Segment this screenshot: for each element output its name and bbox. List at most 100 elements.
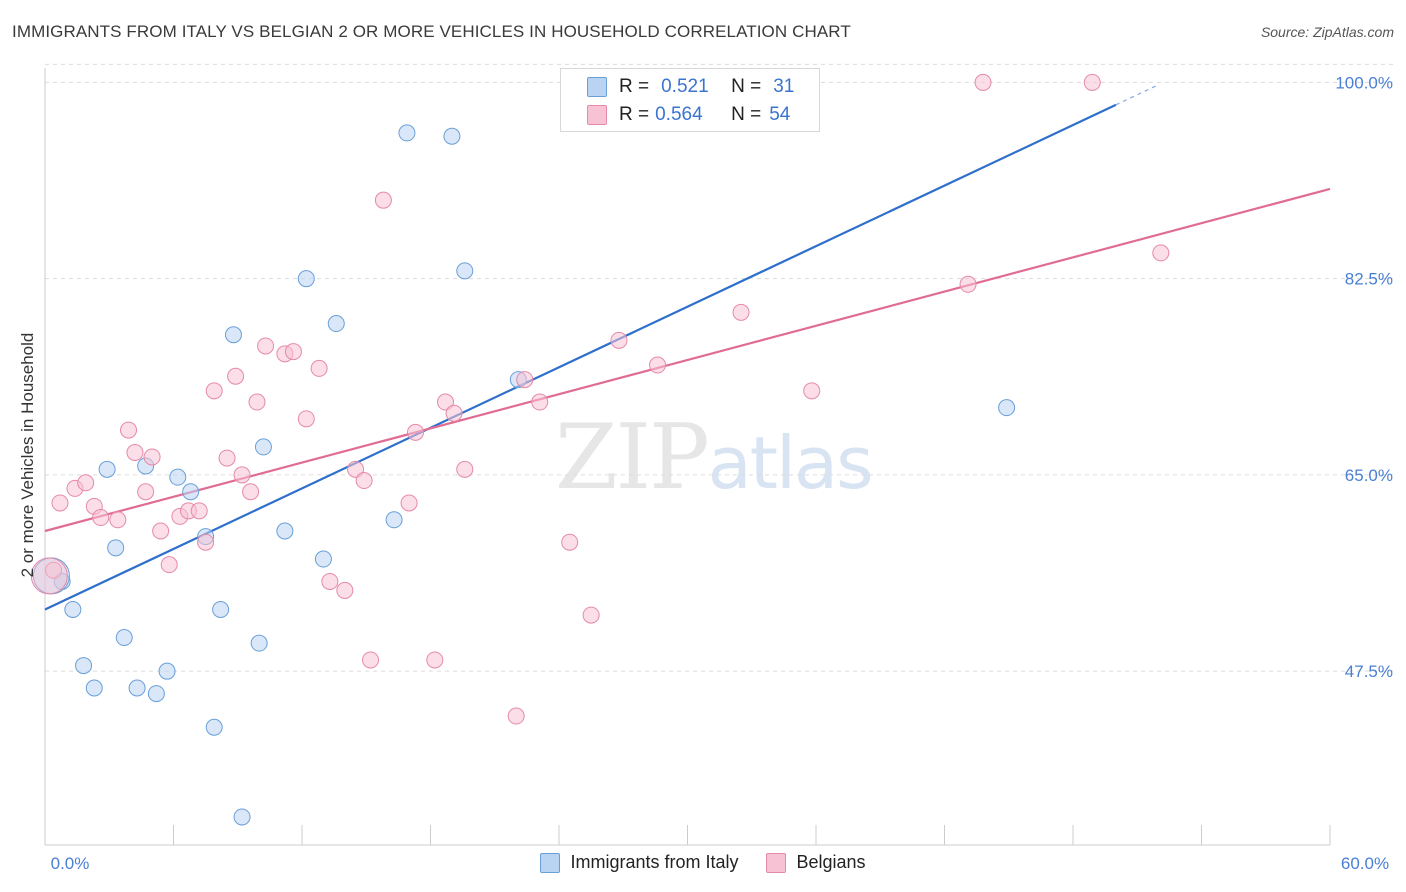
belgian-point [321, 572, 339, 590]
n-value: 31 [773, 76, 795, 97]
data-points [30, 73, 1170, 826]
belgian-point [582, 606, 600, 624]
italy-swatch [587, 77, 607, 97]
belgian-point [218, 449, 236, 467]
belgian-point [374, 191, 392, 209]
belgian-point [336, 581, 354, 599]
italy-point [456, 262, 474, 280]
italy-point [147, 685, 165, 703]
italy-point [98, 460, 116, 478]
italy-point [224, 326, 242, 344]
r-label: R = [619, 104, 650, 125]
belgian-point [51, 494, 69, 512]
italy-point [276, 522, 294, 540]
r-value: 0.564 [655, 104, 703, 125]
belgian-point [436, 393, 454, 411]
chart-title: IMMIGRANTS FROM ITALY VS BELGIAN 2 OR MO… [12, 22, 851, 41]
belgian-point [310, 359, 328, 377]
belgian-point [248, 393, 266, 411]
belgian-point [362, 651, 380, 669]
belgian-point [456, 460, 474, 478]
belgian-point [126, 444, 144, 461]
y-tick-label: 65.0% [1345, 466, 1393, 485]
belgian-point [803, 382, 821, 400]
belgian-point [407, 423, 425, 441]
italy-legend-swatch [540, 852, 561, 873]
belgian-point [355, 472, 373, 490]
trend-lines [44, 84, 1331, 611]
x-tick-label-min: 0.0% [51, 854, 90, 873]
belgian-point [516, 371, 534, 389]
italy-point [158, 662, 176, 680]
italy-point [250, 634, 268, 652]
belgian-point [732, 303, 750, 321]
n-value: 54 [769, 104, 791, 125]
belgian-point [1152, 244, 1170, 262]
belgian-point [1083, 73, 1101, 91]
legend-row-belgian: R = 0.564 N = 54 [587, 103, 790, 127]
belgian-point [561, 533, 579, 551]
belgian-point [347, 460, 365, 478]
n-label: N = [731, 104, 762, 125]
belgian-point [143, 448, 161, 466]
belgian-point [227, 367, 245, 385]
italy-point [85, 679, 103, 697]
y-axis-title: 2 or more Vehicles in Household [18, 333, 37, 578]
belgian-point [205, 382, 223, 400]
legend-label-italy: Immigrants from Italy [570, 852, 739, 872]
x-tick-label-max: 60.0% [1341, 854, 1389, 873]
belgian-point [426, 651, 444, 669]
legend-row-italy: R = 0.521 N = 31 [587, 75, 794, 99]
belgian-point [30, 557, 68, 595]
y-tick-label: 82.5% [1345, 270, 1393, 289]
belgian-point [959, 275, 977, 293]
belgian-point [257, 337, 275, 355]
legend-item-italy: Immigrants from Italy [540, 852, 738, 873]
watermark-atlas: atlas [707, 421, 874, 505]
belgian-point [197, 533, 215, 551]
italy-point [327, 315, 345, 333]
belgian-point [284, 343, 302, 361]
n-label: N = [731, 76, 762, 97]
legend-label-belgian: Belgians [796, 852, 866, 872]
belgian-point [242, 483, 260, 501]
belgian-point [649, 356, 667, 374]
italy-point [64, 601, 82, 618]
italy-point [254, 438, 272, 456]
belgian-point [445, 404, 463, 422]
belgian-point [92, 509, 110, 527]
axes [44, 68, 1331, 846]
r-label: R = [619, 76, 650, 97]
zipatlas-watermark: ZIPatlas [555, 405, 874, 510]
italy-point [385, 511, 403, 529]
belgian-swatch [587, 105, 607, 125]
belgian-point [531, 393, 549, 411]
r-value: 0.521 [661, 76, 709, 97]
italy-point [169, 468, 187, 486]
belgian-point [152, 522, 170, 540]
belgian-point [974, 73, 992, 91]
y-tick-label: 47.5% [1345, 662, 1393, 681]
grid-lines [45, 63, 1395, 672]
belgian-legend-swatch [766, 852, 787, 873]
belgian-trend-line [44, 187, 1331, 533]
italy-point [182, 483, 200, 501]
series-legend: Immigrants from Italy Belgians [0, 852, 1406, 873]
italy-point [314, 550, 332, 568]
belgian-point [160, 556, 178, 574]
italy-point [998, 399, 1016, 417]
legend-item-belgian: Belgians [766, 852, 866, 873]
axis-labels: 47.5% 65.0% 82.5% 100.0% 0.0% 60.0% 2 or more … [18, 73, 1393, 873]
belgian-point [77, 474, 95, 492]
belgian-point [297, 410, 315, 428]
source-label: Source: ZipAtlas.com [1260, 24, 1394, 40]
belgian-point [137, 483, 155, 501]
belgian-point [400, 494, 418, 512]
belgian-point [109, 511, 127, 529]
italy-point [233, 808, 251, 826]
belgian-point [45, 561, 63, 579]
italy-trend-extension [1115, 84, 1159, 106]
italy-point [205, 718, 223, 736]
italy-point [297, 270, 315, 288]
